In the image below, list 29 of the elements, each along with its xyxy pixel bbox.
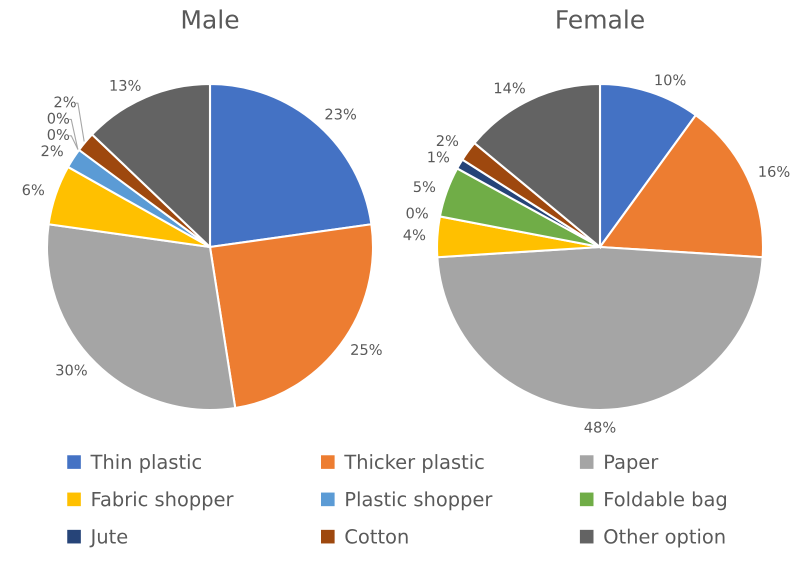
data-label: 25% (351, 344, 382, 356)
data-label: 16% (759, 166, 790, 177)
legend-label: Paper (605, 454, 658, 473)
text: 0% (48, 112, 70, 124)
legend-label: Fabric shopper (92, 491, 234, 510)
data-label: 23% (325, 108, 356, 120)
legend-label: Cotton (345, 529, 408, 544)
legend-label: Foldable bag (605, 491, 726, 510)
legend-label: Plastic shopper (346, 491, 492, 510)
data-label: 30% (56, 364, 87, 376)
data-label: 4% (404, 229, 426, 240)
legend-label: Thicker plastic (344, 454, 484, 473)
data-label: 6% (22, 184, 44, 196)
legend-label: Thin plastic (90, 454, 201, 473)
data-label: 10% (655, 74, 686, 86)
data-label: 13% (110, 80, 141, 91)
data-label: 2% (436, 135, 458, 146)
text: 0% (406, 208, 428, 219)
data-label: 1% (428, 151, 450, 162)
data-label: 5% (414, 181, 436, 192)
legend-label: Jute (90, 529, 128, 548)
data-label: 14% (494, 82, 525, 94)
legend-label: Other option (604, 528, 724, 548)
data-label: 2% (42, 145, 63, 156)
slice-label: Female (557, 9, 644, 29)
data-label: 48% (584, 422, 616, 433)
text: 0% (48, 128, 70, 140)
data-label: 2% (54, 96, 76, 108)
slice-label: Male (182, 9, 238, 29)
